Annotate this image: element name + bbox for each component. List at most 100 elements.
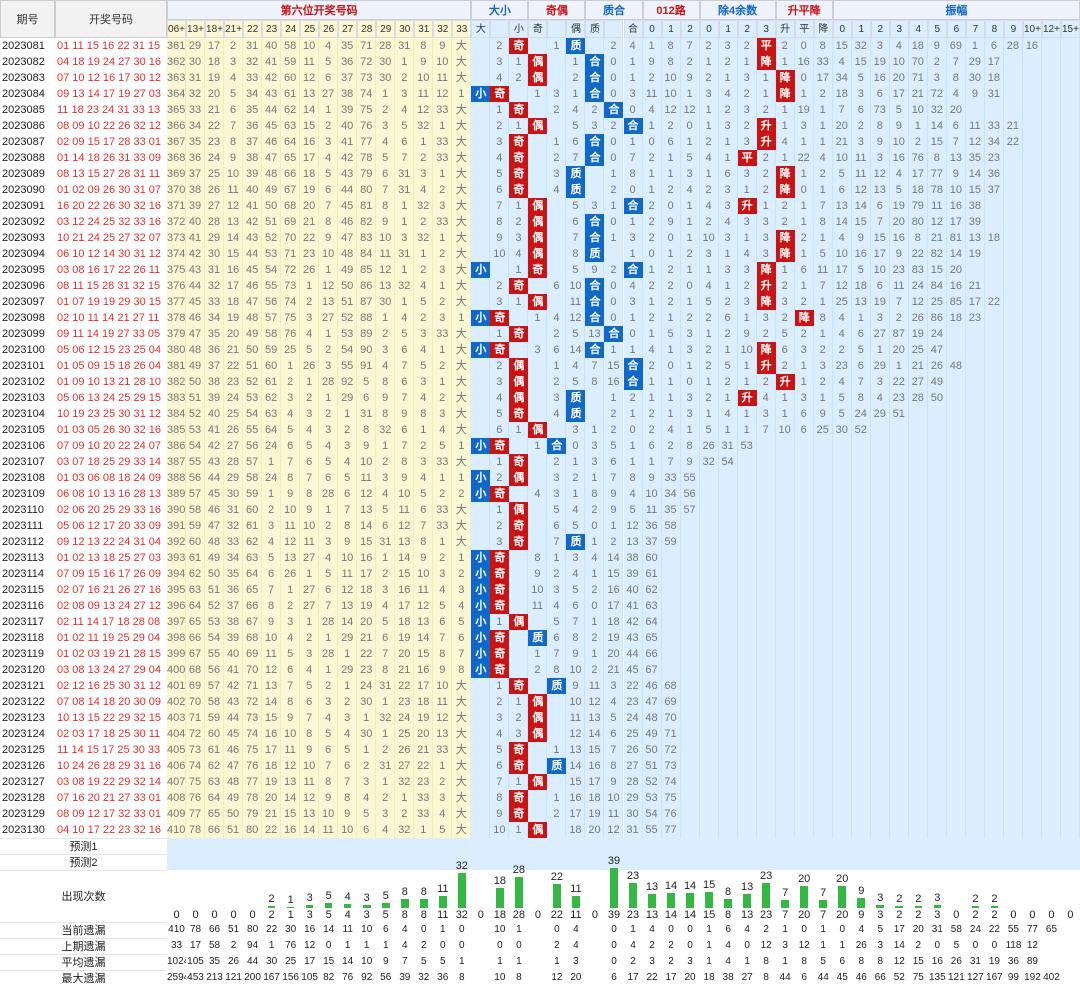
data-cell: 3: [623, 86, 643, 102]
data-cell: 63: [281, 118, 301, 134]
data-cell: [756, 646, 776, 662]
data-cell: 0: [604, 278, 624, 294]
data-cell: 10: [300, 758, 320, 774]
data-cell: 6: [357, 390, 377, 406]
numbers-cell: 01 05 09 15 18 26 04: [55, 358, 167, 374]
data-cell: [718, 630, 738, 646]
data-cell: 0: [604, 86, 624, 102]
appearance-bar: [971, 905, 980, 908]
data-cell: 12: [832, 278, 852, 294]
data-cell: 33: [433, 502, 453, 518]
data-cell: [718, 710, 738, 726]
data-cell: 392: [167, 534, 187, 550]
data-cell: 1: [661, 406, 681, 422]
subheader: 0: [832, 20, 852, 38]
data-cell: 3: [737, 70, 757, 86]
data-cell: [813, 438, 833, 454]
data-cell: [737, 518, 757, 534]
data-cell: 2: [509, 70, 529, 86]
data-cell: [794, 550, 814, 566]
data-cell: 23: [832, 358, 852, 374]
data-cell: 406: [167, 758, 187, 774]
data-cell: 2: [661, 262, 681, 278]
data-cell: 40: [243, 182, 263, 198]
subheader: 27: [338, 20, 358, 38]
data-cell: 5: [319, 166, 339, 182]
data-cell: [813, 630, 833, 646]
data-cell: [1003, 790, 1023, 806]
data-cell: 7: [813, 278, 833, 294]
data-cell: [1060, 246, 1080, 262]
subheader: 奇: [528, 20, 548, 38]
data-cell: [737, 550, 757, 566]
data-cell: 2: [547, 150, 567, 166]
period-cell: 2023123: [0, 710, 55, 726]
stat-cell: 4: [401, 940, 408, 951]
data-cell: 77: [243, 774, 263, 790]
data-cell: 2: [718, 54, 738, 70]
data-cell: 15: [604, 566, 624, 582]
data-cell: [1022, 118, 1042, 134]
data-cell: 合: [623, 358, 643, 374]
data-cell: [927, 518, 947, 534]
data-cell: 53: [262, 246, 282, 262]
data-cell: 2: [851, 118, 871, 134]
data-cell: 13: [262, 678, 282, 694]
data-cell: 1: [433, 758, 453, 774]
data-cell: [1060, 230, 1080, 246]
data-cell: [984, 518, 1004, 534]
data-cell: 1: [528, 310, 548, 326]
data-cell: [775, 662, 795, 678]
data-cell: 1: [414, 422, 434, 438]
data-cell: 24: [205, 150, 225, 166]
data-cell: [1060, 742, 1080, 758]
data-cell: [794, 438, 814, 454]
data-cell: 4: [414, 278, 434, 294]
data-cell: [737, 614, 757, 630]
data-cell: 4: [832, 374, 852, 390]
data-cell: [756, 742, 776, 758]
period-cell: 2023103: [0, 390, 55, 406]
appearance-bar: [496, 888, 504, 908]
data-cell: 5: [832, 390, 852, 406]
stat-cell: 6: [611, 972, 617, 983]
data-cell: 67: [642, 662, 662, 678]
data-cell: 9: [965, 86, 985, 102]
data-cell: [889, 742, 909, 758]
data-cell: 11: [395, 502, 415, 518]
data-cell: 28: [1003, 38, 1023, 54]
data-cell: [870, 534, 890, 550]
data-cell: 2: [490, 118, 510, 134]
data-cell: 81: [357, 198, 377, 214]
data-cell: 3: [433, 310, 453, 326]
data-cell: 9: [680, 70, 700, 86]
data-cell: 59: [186, 518, 206, 534]
data-cell: 5: [718, 358, 738, 374]
data-cell: 369: [167, 166, 187, 182]
data-cell: 1: [433, 342, 453, 358]
data-cell: [1060, 790, 1080, 806]
data-cell: 46: [224, 742, 244, 758]
data-cell: 43: [243, 230, 263, 246]
data-cell: [851, 630, 871, 646]
stat-cell: 0: [668, 924, 674, 935]
data-cell: 69: [281, 214, 301, 230]
data-cell: 降: [775, 166, 795, 182]
data-cell: [965, 630, 985, 646]
data-cell: 33: [205, 294, 225, 310]
stat-cell: 36: [437, 972, 449, 983]
data-cell: [680, 630, 700, 646]
data-cell: [756, 518, 776, 534]
data-cell: 35: [965, 150, 985, 166]
data-cell: 3: [680, 166, 700, 182]
data-cell: 1: [604, 390, 624, 406]
data-cell: 31: [357, 406, 377, 422]
data-cell: [471, 678, 491, 694]
data-cell: [775, 614, 795, 630]
data-cell: 2: [395, 806, 415, 822]
data-cell: 2: [642, 278, 662, 294]
stat-cell: 2: [649, 940, 655, 951]
data-cell: 8: [338, 518, 358, 534]
group-header-mod4: 除4余数: [699, 0, 776, 20]
data-cell: [528, 502, 548, 518]
